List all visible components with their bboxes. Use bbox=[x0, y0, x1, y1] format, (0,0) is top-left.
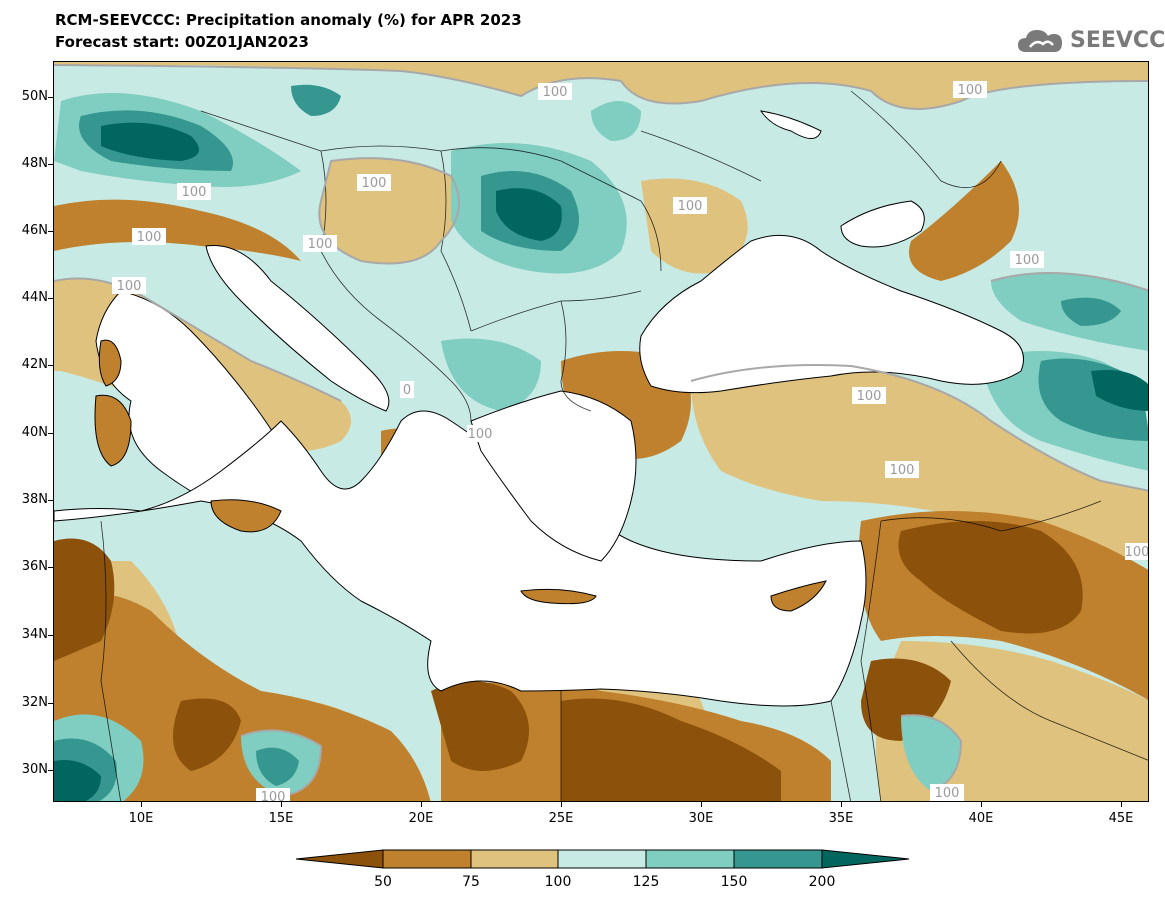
colorbar-segment bbox=[733, 849, 823, 869]
lat-tick bbox=[48, 770, 53, 771]
contour-label: 100 bbox=[857, 389, 882, 404]
contour-label: 100 bbox=[182, 185, 207, 200]
lon-label: 30E bbox=[688, 811, 714, 826]
lat-tick bbox=[48, 635, 53, 636]
lon-tick bbox=[1121, 802, 1122, 807]
lat-label: 32N bbox=[21, 695, 48, 710]
contour-label: 100 bbox=[362, 176, 387, 191]
lat-tick bbox=[48, 231, 53, 232]
contour-label: 100 bbox=[543, 85, 568, 100]
lon-tick bbox=[701, 802, 702, 807]
lon-label: 20E bbox=[408, 811, 434, 826]
contour-label: 100 bbox=[935, 786, 960, 801]
lon-tick bbox=[841, 802, 842, 807]
contour-label: 100 bbox=[261, 790, 286, 802]
colorbar-label: 75 bbox=[462, 874, 480, 890]
colorbar-label: 100 bbox=[544, 874, 572, 890]
lat-tick bbox=[48, 703, 53, 704]
contour-label: 100 bbox=[1015, 253, 1040, 268]
lon-tick bbox=[281, 802, 282, 807]
contour-label: 100 bbox=[678, 199, 703, 214]
lat-label: 30N bbox=[21, 762, 48, 777]
lat-tick bbox=[48, 365, 53, 366]
lon-label: 10E bbox=[128, 811, 154, 826]
contour-label: 100 bbox=[890, 463, 915, 478]
lat-tick bbox=[48, 97, 53, 98]
lat-tick bbox=[48, 298, 53, 299]
contour-label: 100 bbox=[1125, 545, 1149, 560]
contour-label: 100 bbox=[468, 427, 493, 442]
lon-tick bbox=[981, 802, 982, 807]
colorbar-segment bbox=[295, 849, 384, 869]
colorbar-label: 125 bbox=[632, 874, 660, 890]
forecast-start-subtitle: Forecast start: 00Z01JAN2023 bbox=[55, 33, 309, 51]
colorbar-segment bbox=[645, 849, 735, 869]
lat-label: 40N bbox=[21, 425, 48, 440]
colorbar-segment bbox=[557, 849, 647, 869]
colorbar-segment bbox=[821, 849, 910, 869]
lat-tick bbox=[48, 500, 53, 501]
lat-label: 36N bbox=[21, 559, 48, 574]
colorbar-label: 150 bbox=[720, 874, 748, 890]
lon-tick bbox=[421, 802, 422, 807]
lon-tick bbox=[561, 802, 562, 807]
colorbar-legend bbox=[295, 849, 910, 869]
lat-label: 44N bbox=[21, 290, 48, 305]
precipitation-anomaly-map: 100 100 100 100 100 100 100 100 100 0 10… bbox=[54, 62, 1149, 802]
lat-label: 50N bbox=[21, 89, 48, 104]
colorbar-label: 50 bbox=[374, 874, 392, 890]
seevccc-logo: SEEVCCC bbox=[1016, 22, 1165, 58]
lon-label: 40E bbox=[968, 811, 994, 826]
contour-label: 100 bbox=[308, 237, 333, 252]
contour-label: 100 bbox=[958, 83, 983, 98]
lat-label: 38N bbox=[21, 492, 48, 507]
lat-label: 42N bbox=[21, 357, 48, 372]
contour-label: 100 bbox=[117, 279, 142, 294]
lat-label: 34N bbox=[21, 627, 48, 642]
colorbar-label: 200 bbox=[808, 874, 836, 890]
lon-label: 35E bbox=[828, 811, 854, 826]
lon-tick bbox=[141, 802, 142, 807]
lon-label: 45E bbox=[1108, 811, 1134, 826]
cloud-icon bbox=[1018, 30, 1062, 52]
lat-label: 48N bbox=[21, 156, 48, 171]
lat-tick bbox=[48, 164, 53, 165]
logo-text: SEEVCCC bbox=[1070, 27, 1165, 53]
lat-tick bbox=[48, 433, 53, 434]
lat-label: 46N bbox=[21, 223, 48, 238]
colorbar-segment bbox=[470, 849, 559, 869]
contour-label-partial: 0 bbox=[403, 383, 411, 398]
lat-tick bbox=[48, 567, 53, 568]
lon-label: 15E bbox=[268, 811, 294, 826]
map-panel: 100 100 100 100 100 100 100 100 100 0 10… bbox=[53, 61, 1149, 802]
contour-label: 100 bbox=[137, 230, 162, 245]
lon-label: 25E bbox=[548, 811, 574, 826]
colorbar-segment bbox=[382, 849, 472, 869]
map-title: RCM-SEEVCCC: Precipitation anomaly (%) f… bbox=[55, 11, 522, 29]
